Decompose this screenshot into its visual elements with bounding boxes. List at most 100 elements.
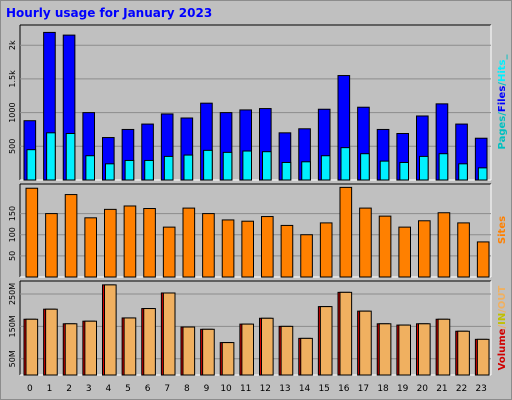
chart-title: Hourly usage for January 2023 xyxy=(6,6,213,20)
hour-label-8: 8 xyxy=(184,384,190,394)
hits-bar-9 xyxy=(203,149,213,181)
hour-label-16: 16 xyxy=(338,384,350,394)
bottom-legend: Volume/IN/OUT xyxy=(497,285,508,370)
sites-bar-7 xyxy=(162,226,176,278)
hits-bar-15 xyxy=(320,155,331,181)
top-legend: Pages/Files/Hits_ xyxy=(497,55,508,150)
top-panel-ytick-label-0: 500 xyxy=(8,139,17,154)
volume-bar-3 xyxy=(84,320,97,376)
volume-bar-22 xyxy=(457,330,470,376)
volume-bar-2 xyxy=(64,323,78,376)
hits-bar-5 xyxy=(124,159,135,181)
hour-label-12: 12 xyxy=(260,384,271,394)
sites-bar-8 xyxy=(182,207,196,278)
top-panel: 500 1000 1.5k 2k xyxy=(8,24,492,181)
hits-bar-21 xyxy=(438,153,449,181)
sites-bar-4 xyxy=(104,208,117,278)
top-legend-part-2: Files xyxy=(497,86,508,112)
sites-bar-20 xyxy=(418,220,431,278)
hour-label-22: 22 xyxy=(456,384,467,394)
top-legend-part-1: / xyxy=(497,112,508,116)
hour-label-5: 5 xyxy=(125,384,131,394)
hits-bar-20 xyxy=(419,155,429,181)
volume-bar-13 xyxy=(280,325,294,376)
volume-bar-4 xyxy=(104,284,117,376)
sites-bar-14 xyxy=(300,234,313,278)
top-panel-ytick-label-2: 1.5k xyxy=(8,70,17,88)
volume-bar-18 xyxy=(378,323,392,376)
top-legend-part-3: / xyxy=(497,82,508,86)
top-panel-ytick-label-3: 2k xyxy=(8,40,17,50)
hits-bar-2 xyxy=(65,133,76,181)
top-panel-plot-area xyxy=(20,25,491,180)
hour-label-18: 18 xyxy=(377,384,389,394)
bottom-legend-part-3: / xyxy=(497,309,508,313)
middle-panel-ytick-label-2: 150 xyxy=(8,206,17,221)
sites-bar-10 xyxy=(221,219,235,278)
sites-bar-15 xyxy=(319,222,333,278)
hour-label-1: 1 xyxy=(47,384,53,394)
sites-bar-17 xyxy=(359,207,372,278)
hits-bar-23 xyxy=(477,167,488,181)
volume-bar-14 xyxy=(300,337,313,376)
volume-bar-0 xyxy=(25,318,39,376)
hits-bar-0 xyxy=(26,149,37,181)
top-legend-part-5: _ xyxy=(497,55,508,60)
sites-bar-12 xyxy=(261,216,274,278)
bottom-legend-part-0: Volume xyxy=(497,328,508,370)
volume-bar-7 xyxy=(162,292,176,376)
sites-bar-2 xyxy=(64,194,78,278)
sites-bar-11 xyxy=(241,220,254,278)
top-legend-part-4: Hits xyxy=(497,59,508,82)
sites-bar-13 xyxy=(280,224,294,278)
hits-bar-16 xyxy=(340,147,351,181)
sites-bar-3 xyxy=(84,217,97,278)
top-panel-ytick-label-1: 1000 xyxy=(8,102,17,122)
bottom-legend-part-4: OUT xyxy=(497,285,508,309)
volume-bar-19 xyxy=(398,324,411,376)
sites-bar-18 xyxy=(378,215,392,278)
middle-panel: 50 100 150 xyxy=(8,183,492,278)
hour-label-15: 15 xyxy=(318,384,329,394)
hour-label-23: 23 xyxy=(475,384,486,394)
volume-bar-15 xyxy=(319,306,333,376)
middle-panel-plot-area xyxy=(20,184,491,277)
hour-label-20: 20 xyxy=(417,384,429,394)
volume-bar-6 xyxy=(143,308,156,376)
volume-bar-21 xyxy=(437,318,451,376)
sites-bar-22 xyxy=(457,222,470,278)
hour-label-4: 4 xyxy=(105,384,111,394)
hour-label-14: 14 xyxy=(299,384,311,394)
hits-bar-18 xyxy=(379,160,390,181)
sites-bar-9 xyxy=(202,213,215,278)
bottom-panel-ytick-label-0: 50M xyxy=(8,350,17,367)
hour-label-19: 19 xyxy=(397,384,409,394)
sites-bar-0 xyxy=(25,187,39,278)
hour-label-11: 11 xyxy=(240,384,251,394)
volume-bar-10 xyxy=(221,342,235,376)
hour-label-10: 10 xyxy=(220,384,232,394)
hits-bar-11 xyxy=(242,150,252,181)
hits-bar-6 xyxy=(144,159,154,181)
sites-bar-21 xyxy=(437,212,451,278)
bottom-panel-ytick-label-1: 150M xyxy=(8,315,17,337)
hits-bar-4 xyxy=(105,163,115,181)
sites-bar-23 xyxy=(476,241,490,278)
hits-bar-8 xyxy=(183,154,194,181)
hits-bar-10 xyxy=(222,151,233,181)
bottom-panel: 50M 150M 250M xyxy=(8,280,492,376)
sites-bar-19 xyxy=(398,226,411,278)
volume-bar-1 xyxy=(45,308,58,376)
bottom-panel-plot-area xyxy=(20,281,491,375)
hour-label-13: 13 xyxy=(279,384,290,394)
volume-bar-17 xyxy=(359,310,372,376)
bottom-legend-part-1: / xyxy=(497,325,508,329)
volume-bar-11 xyxy=(241,323,254,376)
hour-label-21: 21 xyxy=(436,384,447,394)
hour-label-9: 9 xyxy=(204,384,210,394)
hour-label-0: 0 xyxy=(27,384,33,394)
hits-bar-19 xyxy=(399,161,409,181)
volume-bar-5 xyxy=(123,317,137,376)
hits-bar-13 xyxy=(281,161,292,181)
